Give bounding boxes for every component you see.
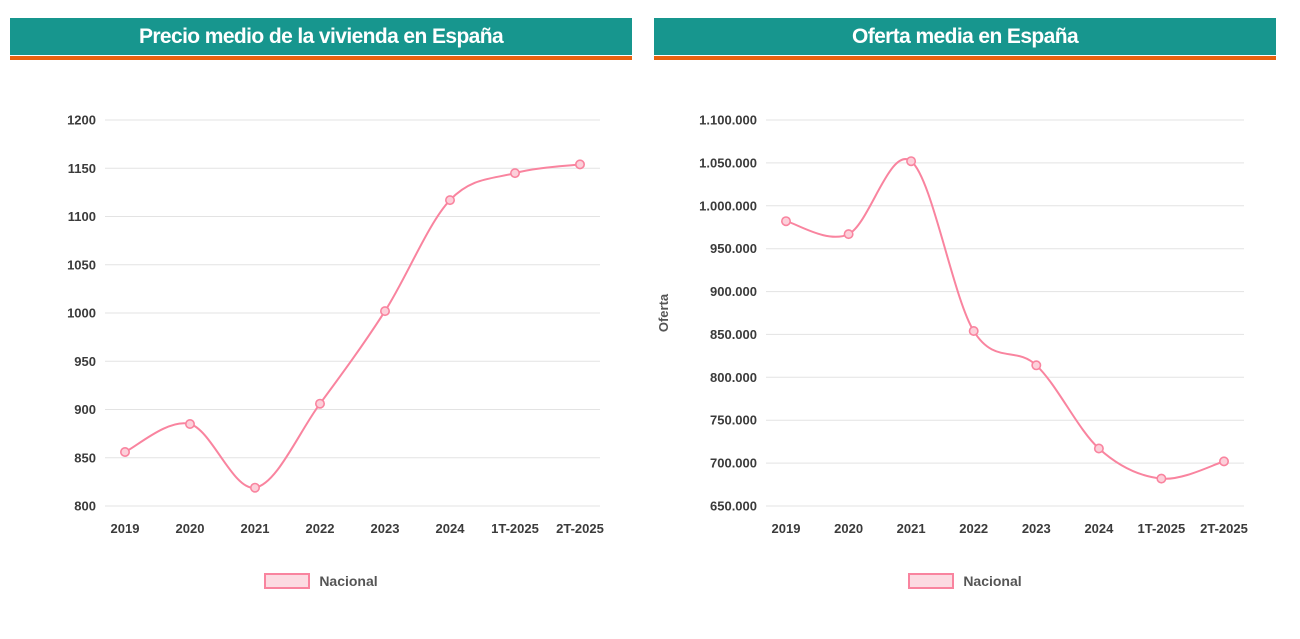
- chart-title-bar: Oferta media en España: [654, 18, 1276, 55]
- data-point: [1218, 456, 1229, 467]
- y-tick-label: 1.050.000: [699, 155, 757, 170]
- line-chart-precio: 800 850 900 950 1000 1050 1100 1150 1200 2019 2020…: [67, 113, 604, 537]
- housing-charts-dashboard: Precio medio de la vivienda en España 80…: [10, 18, 1276, 589]
- x-tick-label: 2022: [959, 521, 988, 536]
- x-tick-label: 2021: [897, 521, 926, 536]
- chart-area: 800 850 900 950 1000 1050 1100 1150 1200 2019 2020…: [10, 74, 632, 571]
- x-tick-label: 2024: [1084, 521, 1114, 536]
- x-tick-label: 1T-2025: [491, 521, 539, 536]
- data-point: [314, 398, 325, 409]
- y-tick-label: 800.000: [710, 370, 757, 385]
- y-tick-label: 1100: [68, 209, 96, 224]
- accent-bar: [10, 56, 632, 60]
- y-tick-label: 850: [74, 450, 96, 465]
- y-tick-label: 1.100.000: [699, 113, 757, 128]
- data-point: [444, 195, 455, 206]
- chart-panel-oferta: Oferta media en España 650.000 700.000 750…: [654, 18, 1276, 589]
- data-point: [1156, 473, 1167, 484]
- y-axis-title: Oferta: [656, 293, 671, 332]
- y-tick-label: 900.000: [710, 284, 757, 299]
- legend-label: Nacional: [319, 573, 378, 589]
- x-tick-label: 2024: [436, 521, 466, 536]
- y-tick-label: 1.000.000: [699, 198, 757, 213]
- data-point: [1093, 443, 1104, 454]
- y-tick-label: 950.000: [710, 241, 757, 256]
- chart-title-bar: Precio medio de la vivienda en España: [10, 18, 632, 55]
- x-tick-label: 2022: [306, 521, 335, 536]
- x-tick-label: 2020: [834, 521, 863, 536]
- y-tick-label: 650.000: [710, 499, 757, 514]
- x-tick-label: 2023: [371, 521, 400, 536]
- y-tick-label: 1200: [67, 113, 96, 128]
- y-tick-label: 1150: [68, 161, 96, 176]
- y-tick-label: 850.000: [710, 327, 757, 342]
- accent-bar: [654, 56, 1276, 60]
- x-tick-label: 2T-2025: [556, 521, 604, 536]
- chart-title: Oferta media en España: [851, 24, 1079, 48]
- data-point: [120, 446, 131, 457]
- data-point: [1031, 360, 1042, 371]
- data-point: [574, 159, 585, 170]
- y-tick-label: 750.000: [710, 413, 757, 428]
- y-tick-label: 1050: [67, 257, 96, 272]
- data-point: [968, 326, 979, 337]
- y-tick-label: 1000: [67, 306, 96, 321]
- chart-title: Precio medio de la vivienda en España: [138, 24, 504, 48]
- legend[interactable]: Nacional: [654, 573, 1276, 589]
- chart-area: 650.000 700.000 750.000 800.000 850.000 900.0…: [654, 74, 1276, 571]
- x-tick-label: 2021: [241, 521, 270, 536]
- series-line: [785, 158, 1225, 480]
- data-point: [781, 216, 792, 227]
- data-point: [185, 418, 196, 429]
- x-tick-label: 2T-2025: [1200, 521, 1248, 536]
- y-tick-label: 900: [74, 402, 96, 417]
- data-point: [906, 156, 917, 167]
- legend[interactable]: Nacional: [10, 573, 632, 589]
- y-tick-label: 800: [74, 499, 96, 514]
- chart-panel-precio-vivienda: Precio medio de la vivienda en España 80…: [10, 18, 632, 589]
- x-tick-label: 2019: [772, 521, 801, 536]
- legend-swatch: [908, 573, 955, 589]
- x-tick-label: 2020: [176, 521, 205, 536]
- data-point: [379, 306, 390, 317]
- data-point: [843, 229, 854, 240]
- x-tick-label: 2023: [1022, 521, 1051, 536]
- legend-swatch: [264, 573, 311, 589]
- data-point: [250, 482, 261, 493]
- y-tick-label: 700.000: [710, 456, 757, 471]
- line-chart-oferta: 650.000 700.000 750.000 800.000 850.000 900.0…: [656, 113, 1248, 537]
- y-tick-label: 950: [74, 354, 96, 369]
- data-point: [509, 168, 520, 179]
- x-tick-label: 1T-2025: [1138, 521, 1186, 536]
- series-line: [124, 163, 581, 489]
- legend-label: Nacional: [963, 573, 1022, 589]
- x-tick-label: 2019: [111, 521, 140, 536]
